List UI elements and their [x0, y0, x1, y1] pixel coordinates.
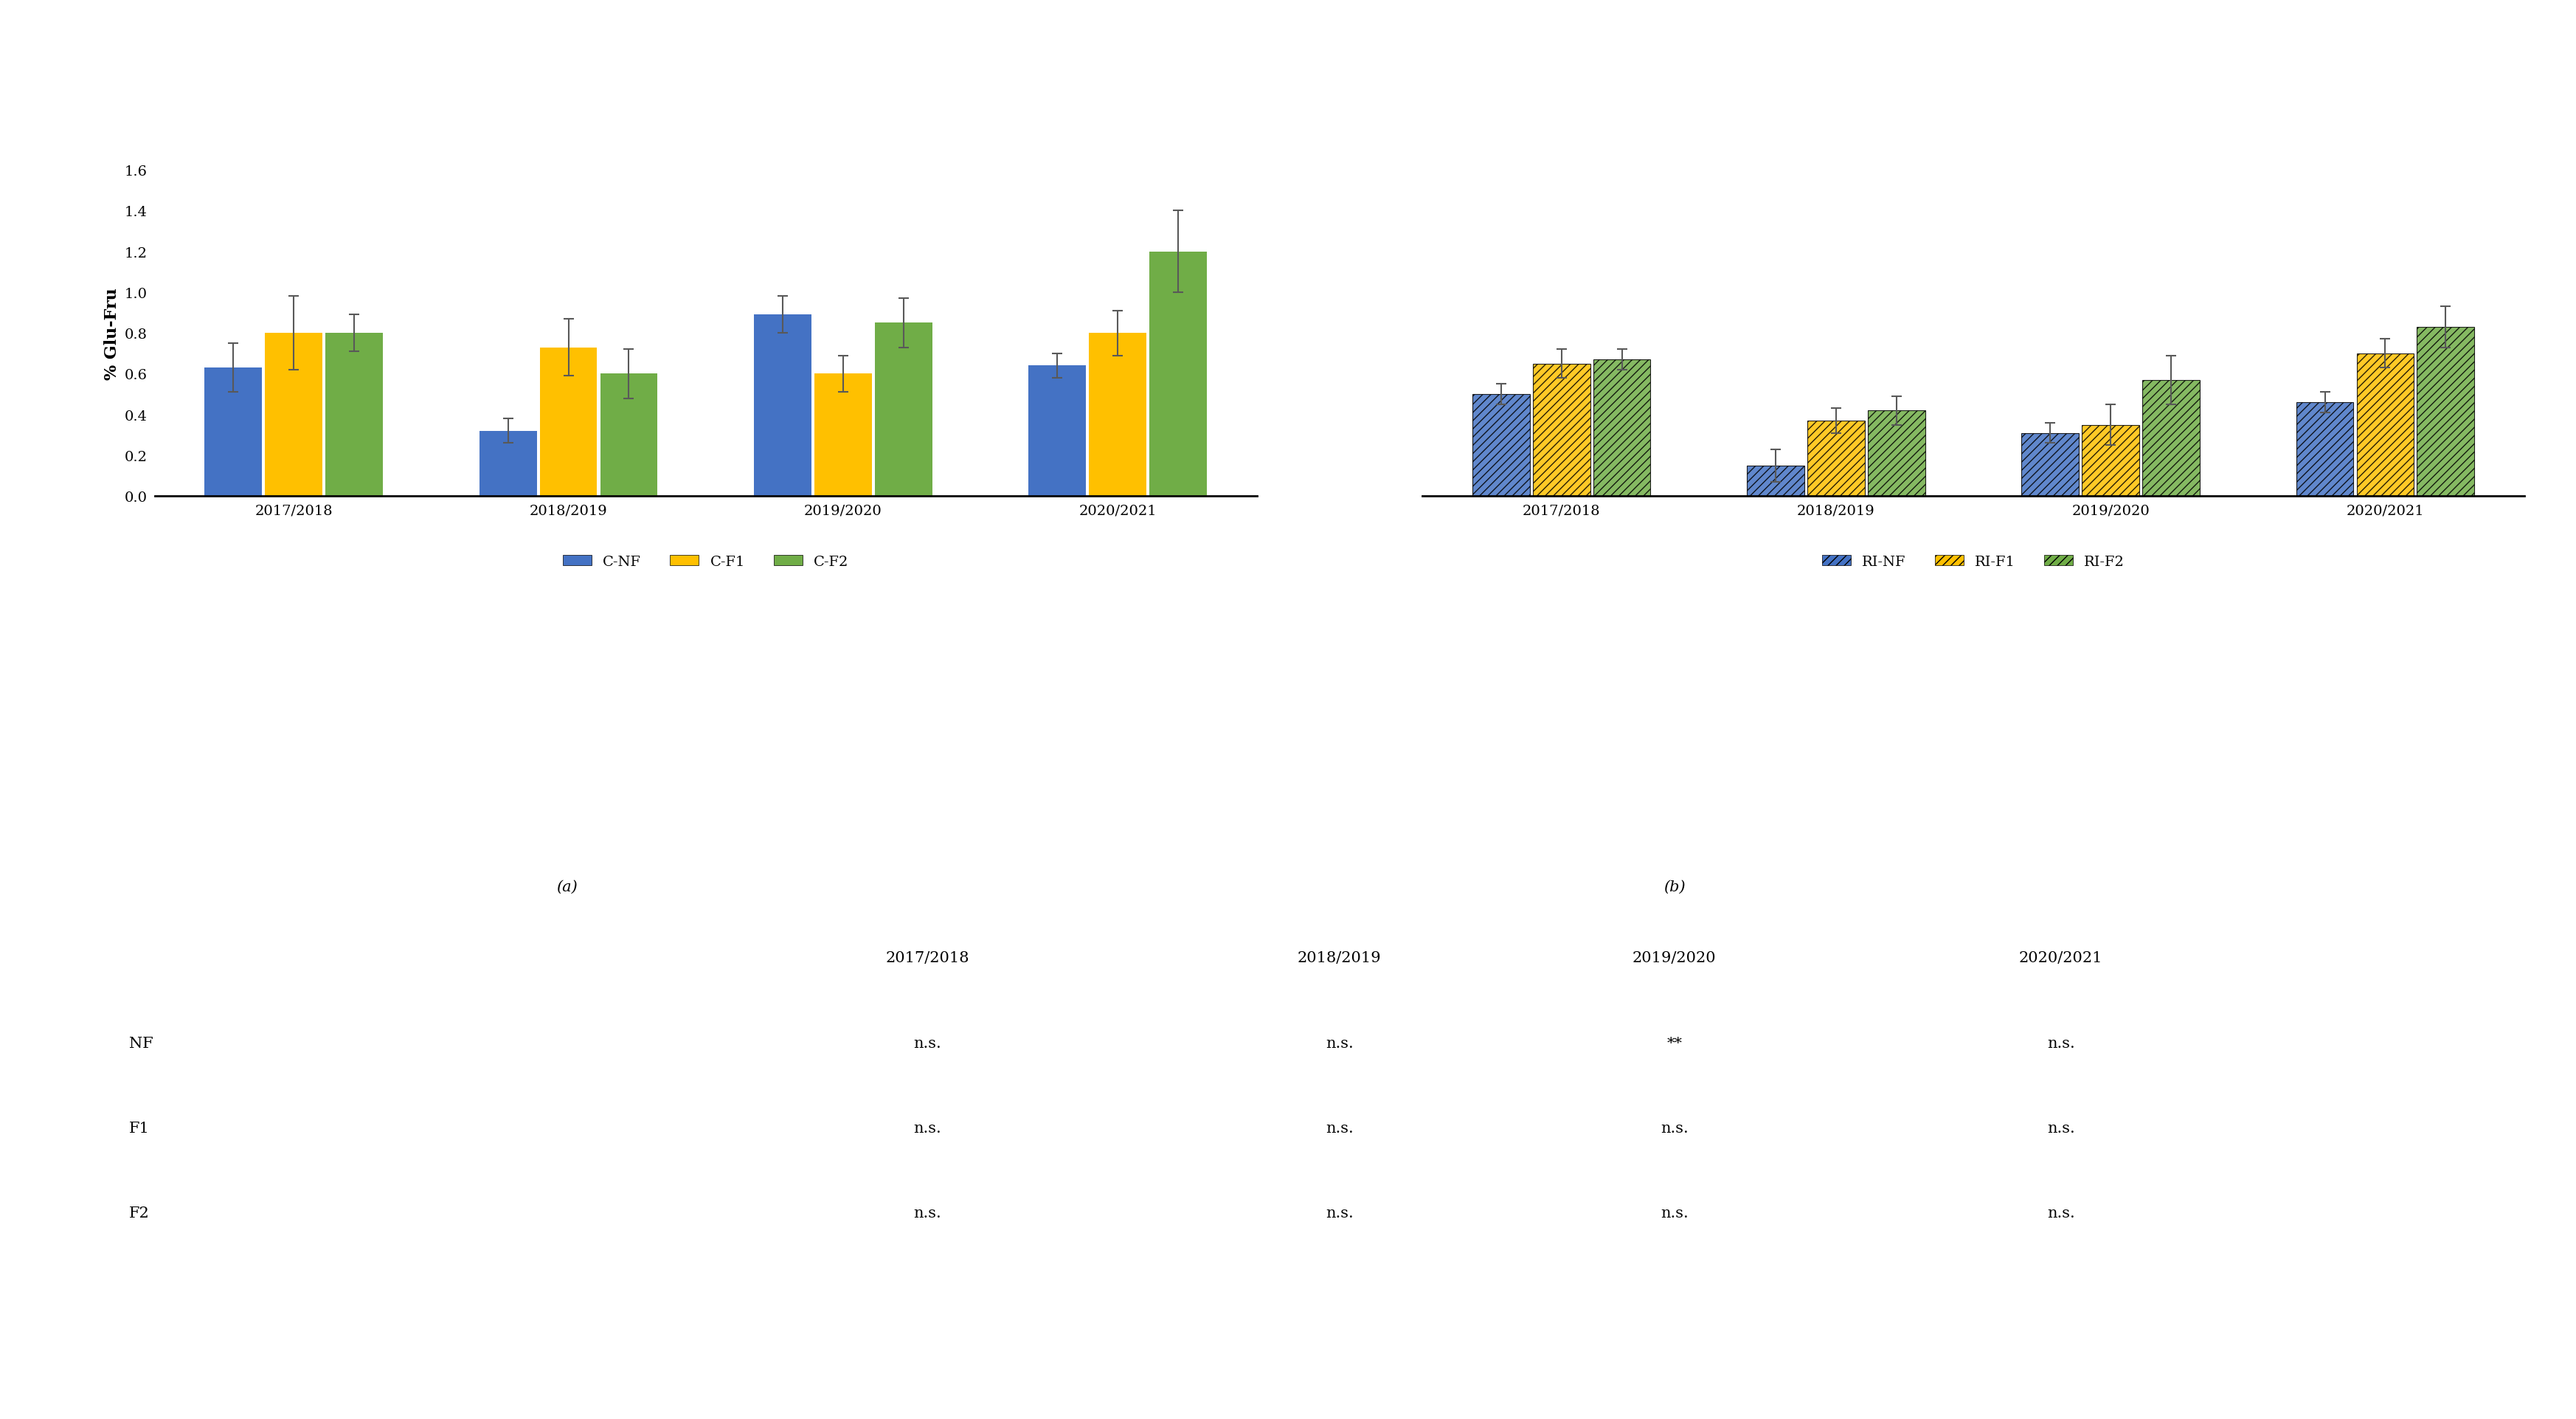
- Bar: [2143, 380, 2200, 497]
- Bar: [600, 375, 657, 497]
- Text: n.s.: n.s.: [914, 1206, 940, 1220]
- Text: (a): (a): [556, 880, 577, 894]
- Bar: [2295, 403, 2354, 497]
- Bar: [2022, 433, 2079, 497]
- Bar: [1090, 333, 1146, 497]
- Legend: C-NF, C-F1, C-F2: C-NF, C-F1, C-F2: [556, 549, 855, 575]
- Bar: [755, 315, 811, 497]
- Bar: [479, 431, 536, 497]
- Legend: RI-NF, RI-F1, RI-F2: RI-NF, RI-F1, RI-F2: [1816, 549, 2130, 575]
- Text: n.s.: n.s.: [2048, 1121, 2074, 1135]
- Bar: [2081, 426, 2138, 497]
- Bar: [541, 348, 598, 497]
- Text: n.s.: n.s.: [1662, 1121, 1687, 1135]
- Bar: [1592, 360, 1651, 497]
- Text: n.s.: n.s.: [914, 1121, 940, 1135]
- Bar: [265, 333, 322, 497]
- Text: F1: F1: [129, 1121, 149, 1135]
- Text: n.s.: n.s.: [914, 1036, 940, 1050]
- Text: n.s.: n.s.: [2048, 1036, 2074, 1050]
- Text: 2019/2020: 2019/2020: [1633, 951, 1716, 965]
- Text: F2: F2: [129, 1206, 149, 1220]
- Text: **: **: [1667, 1036, 1682, 1050]
- Bar: [1868, 412, 1924, 497]
- Bar: [1747, 465, 1803, 497]
- Text: n.s.: n.s.: [1662, 1206, 1687, 1220]
- Text: n.s.: n.s.: [1327, 1036, 1352, 1050]
- Bar: [876, 324, 933, 497]
- Text: n.s.: n.s.: [2048, 1206, 2074, 1220]
- Bar: [1149, 253, 1206, 497]
- Text: 2018/2019: 2018/2019: [1298, 951, 1381, 965]
- Text: NF: NF: [129, 1036, 152, 1050]
- Bar: [1533, 365, 1589, 497]
- Text: n.s.: n.s.: [1327, 1206, 1352, 1220]
- Text: 2020/2021: 2020/2021: [2020, 951, 2102, 965]
- Text: (b): (b): [1664, 880, 1685, 894]
- Bar: [2357, 353, 2414, 497]
- Y-axis label: % Glu-Fru: % Glu-Fru: [103, 288, 121, 379]
- Bar: [325, 333, 384, 497]
- Bar: [814, 375, 871, 497]
- Bar: [204, 368, 263, 497]
- Bar: [2416, 328, 2476, 497]
- Bar: [1808, 421, 1865, 497]
- Text: 2017/2018: 2017/2018: [886, 951, 969, 965]
- Bar: [1028, 366, 1087, 497]
- Bar: [1473, 394, 1530, 497]
- Text: n.s.: n.s.: [1327, 1121, 1352, 1135]
